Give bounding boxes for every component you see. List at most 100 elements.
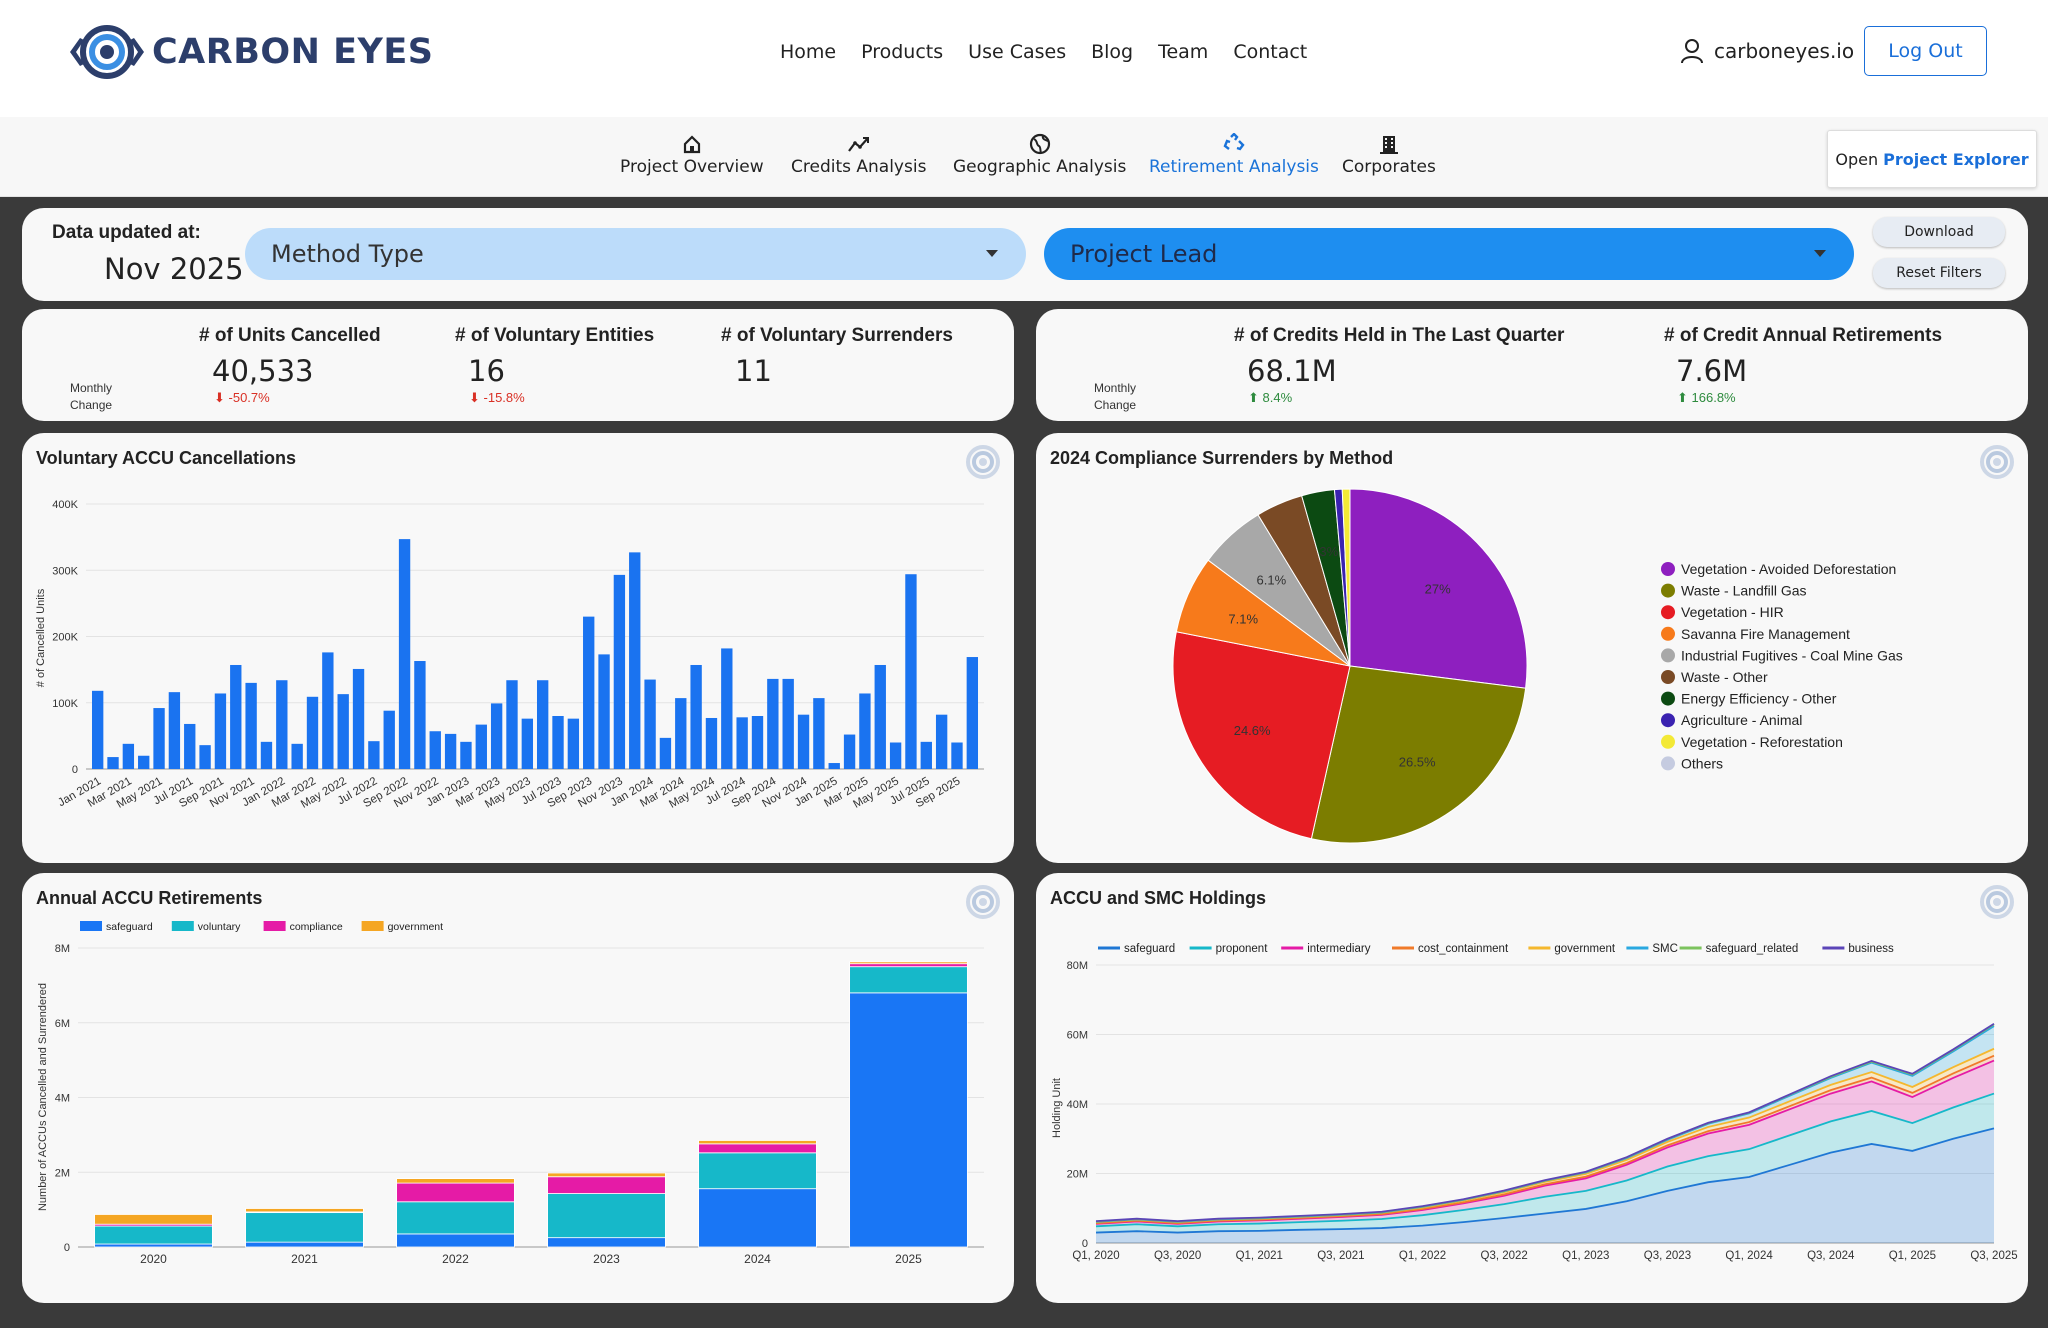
chart-card-compliance-surrenders: 27% 26.5% 24.6% 7.1% 6.1% 3% Vegetation - Avoi… [1036, 433, 2028, 863]
area-band [1096, 1128, 1994, 1243]
user-account[interactable]: carboneyes.io [1680, 38, 1854, 64]
nav-use-cases[interactable]: Use Cases [968, 41, 1067, 63]
legend-swatch [1661, 713, 1675, 728]
bar [583, 616, 595, 769]
bar [475, 724, 487, 769]
y-tick-label: 60M [1067, 1030, 1088, 1042]
bar [736, 717, 748, 769]
legend-label: Agriculture - Animal [1681, 712, 1802, 728]
nav-team[interactable]: Team [1158, 41, 1209, 63]
main-nav: Home Products Use Cases Blog Team Contac… [780, 41, 1332, 63]
y-tick-label: 200K [52, 632, 78, 644]
recycle-icon [1223, 133, 1245, 151]
tab-project-overview[interactable]: Project Overview [620, 131, 764, 177]
bar [91, 690, 104, 769]
y-axis-label: Number of ACCUs Cancelled and Surrendere… [37, 983, 49, 1211]
bar [675, 698, 687, 769]
slice-label: 3% [1319, 544, 1338, 559]
nav-home[interactable]: Home [780, 41, 837, 63]
monthly-change-label: Monthly Change [70, 381, 113, 412]
chart-title: Annual ACCU Retirements [36, 888, 263, 908]
bar [429, 731, 441, 769]
compliance-surrenders-pie-chart: 27% 26.5% 24.6% 7.1% 6.1% 3% Vegetation - Avoi… [1172, 445, 2014, 844]
pie-slice [1349, 488, 1528, 689]
data-updated-value: Nov 2025 [104, 252, 244, 286]
bar [444, 733, 457, 769]
y-tick-label: 0 [72, 764, 78, 776]
bar-segment [396, 1233, 515, 1248]
tab-label: Corporates [1342, 157, 1436, 177]
method-type-dropdown[interactable]: Method Type [245, 228, 1026, 280]
legend-label: Energy Efficiency - Other [1681, 691, 1837, 707]
bar [352, 668, 365, 769]
kpi-change: ⬇ -15.8% [469, 390, 525, 405]
bar [613, 574, 626, 769]
legend-label: Others [1681, 755, 1723, 771]
download-button[interactable]: Download [1873, 217, 2005, 247]
home-icon [683, 135, 700, 154]
dropdown-arrow-icon [986, 250, 998, 257]
chart-logo-icon [966, 445, 1000, 479]
bar-segment [245, 1241, 364, 1248]
data-updated-label: Data updated at: [52, 222, 201, 243]
y-tick-label: 0 [1082, 1238, 1088, 1250]
kpi-value: 40,533 [212, 354, 314, 388]
legend-label: Industrial Fugitives - Coal Mine Gas [1681, 647, 1903, 663]
tab-corporates[interactable]: Corporates [1342, 131, 1436, 177]
kpi-value: 11 [735, 354, 772, 388]
tab-credits-analysis[interactable]: Credits Analysis [791, 131, 926, 177]
slice-label: 27% [1425, 582, 1451, 597]
bar [552, 716, 564, 769]
bar-segment [698, 1152, 817, 1190]
kpi-title: # of Credit Annual Retirements [1664, 325, 1943, 346]
brand-logo[interactable]: CARBON EYES [66, 24, 434, 80]
legend-swatch [263, 921, 286, 931]
tab-label: Geographic Analysis [953, 157, 1127, 177]
bar-segment [547, 1193, 666, 1239]
legend-swatch [1661, 605, 1675, 620]
y-axis-label: # of Cancelled Units [35, 588, 47, 687]
x-tick-label: 2020 [140, 1252, 167, 1266]
bar [230, 664, 242, 769]
tab-geographic-analysis[interactable]: Geographic Analysis [953, 131, 1126, 177]
bar [567, 718, 580, 769]
bar [460, 741, 472, 769]
project-lead-dropdown[interactable]: Project Lead [1044, 228, 1854, 280]
nav-products[interactable]: Products [861, 41, 944, 63]
pie-slice [1172, 631, 1351, 840]
legend-swatch [1661, 648, 1675, 663]
explorer-link: Project Explorer [1883, 149, 2029, 169]
slice-label: 6.1% [1257, 573, 1287, 588]
x-tick-label: Q1, 2021 [1236, 1250, 1283, 1262]
x-tick-label: Q3, 2021 [1317, 1250, 1364, 1262]
bar-segment [849, 992, 968, 1248]
bar [276, 680, 288, 769]
bar [828, 763, 840, 769]
x-tick-label: Q3, 2023 [1644, 1250, 1691, 1262]
holdings-area-chart: 0 20M 40M 60M 80M Holding Unit safeguard propon… [1051, 885, 2018, 1262]
building-icon [1379, 136, 1398, 154]
reset-filters-button[interactable]: Reset Filters [1873, 258, 2005, 288]
tab-label: Retirement Analysis [1149, 157, 1319, 177]
kpi-card-voluntary: Monthly Change # of Units Cancelled 40,53… [22, 309, 1014, 421]
x-tick-label: 2022 [442, 1252, 469, 1266]
chart-card-annual-retirements: 0 2M 4M 6M 8M Number of ACCUs Cancelled and S… [22, 873, 1014, 1303]
series-line [1095, 1022, 1995, 1223]
tab-retirement-analysis[interactable]: Retirement Analysis [1149, 131, 1319, 208]
chart-title: ACCU and SMC Holdings [1050, 888, 1266, 908]
slice-label: 26.5% [1399, 755, 1436, 770]
nav-contact[interactable]: Contact [1233, 41, 1308, 63]
legend-swatch [361, 921, 384, 931]
legend-swatch [1661, 583, 1675, 598]
nav-blog[interactable]: Blog [1091, 41, 1134, 63]
open-project-explorer-button[interactable]: Open Project Explorer [1827, 130, 2037, 188]
bar [690, 664, 702, 769]
bar [966, 657, 979, 769]
bar [644, 679, 656, 769]
bar [859, 693, 871, 769]
area-band [1096, 1060, 1994, 1227]
bar-segment [698, 1188, 817, 1248]
logout-button[interactable]: Log Out [1864, 26, 1987, 76]
legend-label: intermediary [1307, 943, 1371, 955]
